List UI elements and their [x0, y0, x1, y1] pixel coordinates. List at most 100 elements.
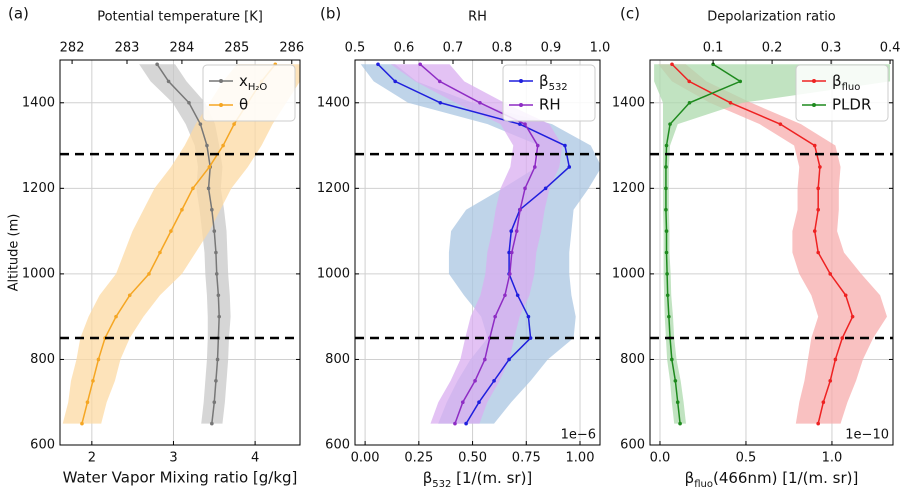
profile-marker: [114, 314, 118, 319]
x-tick-label: 0.75: [512, 451, 541, 466]
profile-marker: [526, 314, 531, 319]
legend-label-part: β: [539, 72, 549, 90]
profile-marker: [816, 421, 820, 426]
x2-tick-label: 0.8: [492, 41, 513, 56]
profile-marker: [843, 293, 848, 298]
profile-marker: [523, 186, 527, 191]
profile-marker: [523, 122, 527, 126]
profile-marker: [155, 62, 159, 67]
profile-marker: [840, 336, 845, 340]
profile-marker: [778, 122, 783, 126]
profile-marker: [687, 79, 692, 84]
x2-tick-label: 0.2: [762, 41, 783, 56]
profile-marker: [668, 122, 672, 126]
profile-marker: [738, 79, 743, 84]
legend-box: [502, 64, 596, 122]
profile-marker: [508, 272, 512, 276]
legend-label-part: x: [239, 72, 248, 90]
x-axis-label: Water Vapor Mixing ratio [g/kg]: [63, 469, 298, 487]
legend-marker: [219, 103, 223, 107]
profile-marker: [812, 143, 817, 148]
profile-marker: [665, 272, 669, 276]
profile-marker: [210, 207, 214, 212]
x2-tick-label: 282: [60, 41, 85, 56]
profile-marker: [567, 165, 572, 169]
profile-marker: [214, 379, 218, 383]
profile-marker: [418, 62, 422, 67]
profile-marker: [533, 165, 537, 169]
profile-marker: [464, 421, 468, 426]
profile-marker: [206, 186, 211, 191]
plot-content: [654, 62, 891, 426]
profile-marker: [518, 207, 522, 212]
x-axis-label: β532 [1/(m. sr)]: [423, 469, 533, 489]
legend-label-part: H₂O: [248, 82, 268, 93]
legend-marker: [812, 79, 816, 83]
profile-marker: [214, 250, 218, 255]
legend-label-part: fluo: [842, 82, 861, 93]
y-tick-label: 1200: [22, 181, 55, 196]
profile-marker: [507, 250, 511, 255]
x2-tick-label: 286: [279, 41, 304, 56]
uncertainty-band: [658, 64, 887, 424]
profile-marker: [507, 357, 511, 362]
legend-box: [795, 64, 889, 122]
profile-marker: [212, 400, 217, 405]
profile-marker: [664, 186, 668, 191]
x2-tick-label: 0.7: [443, 41, 464, 56]
x-tick-label: 4: [251, 451, 259, 466]
legend-label: β532: [539, 72, 568, 93]
profile-marker: [828, 272, 833, 276]
y-tick-label: 1200: [317, 181, 350, 196]
y-tick-label: 1400: [22, 95, 55, 110]
profile-marker: [515, 293, 520, 298]
legend-marker: [812, 103, 816, 107]
x-tick-label: 1.0: [822, 451, 843, 466]
x2-tick-label: 0.5: [345, 41, 366, 56]
x-axis-label-part: [1/(m. sr)]: [451, 469, 532, 487]
profile-marker: [667, 314, 671, 319]
profile-marker: [535, 143, 540, 148]
legend-label: xH₂O: [239, 72, 267, 93]
profile-marker: [816, 207, 820, 212]
profile-marker: [453, 421, 457, 426]
x2-tick-label: 0.1: [703, 41, 724, 56]
legend-marker: [519, 103, 523, 107]
profile-marker: [509, 229, 514, 233]
x2-tick-label: 283: [115, 41, 140, 56]
x2-tick-label: 0.3: [821, 41, 842, 56]
profile-marker: [514, 229, 519, 233]
x-tick-label: 0.0: [650, 451, 671, 466]
profile-marker: [664, 229, 669, 233]
profile-marker: [80, 421, 84, 426]
x-axis-label: βfluo(466nm) [1/(m. sr)]: [685, 469, 859, 489]
legend-label-part: β: [832, 72, 842, 90]
profile-marker: [393, 79, 397, 84]
x-axis-label-part: fluo: [694, 479, 713, 489]
profile-marker: [821, 400, 826, 405]
profile-marker: [166, 79, 171, 84]
profile-marker: [711, 62, 715, 67]
profile-marker: [169, 229, 173, 233]
profile-marker: [477, 400, 481, 405]
profile-marker: [376, 62, 380, 67]
plot-frame: [59, 59, 301, 446]
x-tick-label: 0.00: [351, 451, 380, 466]
panel-label: (c): [620, 5, 640, 23]
x-axis-label-part: 532: [432, 479, 451, 489]
profile-marker: [503, 293, 507, 298]
y-tick-label: 1400: [317, 95, 350, 110]
panel-label: (b): [320, 5, 341, 23]
profile-marker: [850, 314, 855, 319]
profile-marker: [664, 165, 668, 169]
x-axis-label-part: (466nm) [1/(m. sr)]: [713, 469, 858, 487]
x-offset-label: 1e−10: [845, 428, 889, 443]
profile-marker: [528, 336, 533, 340]
profile-marker: [187, 100, 191, 105]
profile-marker: [543, 186, 548, 191]
x2-tick-label: 0.4: [880, 41, 901, 56]
uncertainty-band: [390, 64, 563, 424]
profile-marker: [214, 272, 219, 276]
profile-marker: [828, 379, 833, 383]
profile-marker: [563, 143, 567, 148]
